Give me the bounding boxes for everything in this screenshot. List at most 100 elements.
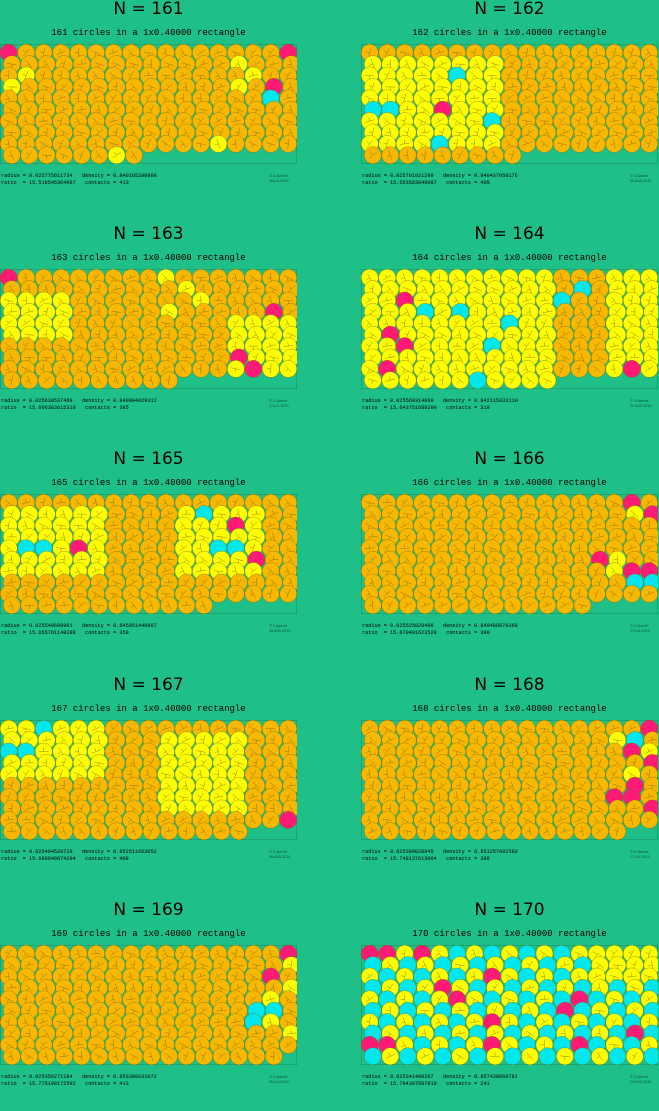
contact-mark	[217, 106, 226, 114]
density-label: density =	[442, 623, 471, 629]
contact-mark	[95, 735, 101, 745]
contact-mark	[200, 1051, 207, 1061]
contact-mark	[91, 342, 101, 347]
contact-mark	[251, 510, 262, 515]
contact-mark	[522, 276, 532, 282]
contact-mark	[365, 366, 374, 373]
contact-mark	[267, 815, 274, 824]
contact-mark	[287, 82, 294, 92]
contact-mark	[74, 973, 83, 980]
contacts-value: 413	[119, 1081, 129, 1087]
packed-circle	[468, 371, 487, 389]
contact-mark	[129, 308, 139, 313]
contact-mark	[147, 375, 153, 385]
contact-mark	[197, 792, 204, 802]
contact-mark	[95, 129, 103, 136]
contact-mark	[21, 727, 31, 733]
contact-mark	[438, 760, 447, 767]
packing-panel: N = 170 170 circles in a 1x0.40000 rectan…	[361, 901, 658, 1111]
contact-mark	[613, 826, 619, 836]
contact-mark	[383, 747, 391, 756]
contact-mark	[43, 60, 50, 69]
contact-mark	[162, 995, 170, 1003]
packing-panel: N = 164 164 circles in a 1x0.40000 rectan…	[361, 225, 658, 435]
contact-mark	[577, 105, 588, 112]
contact-mark	[217, 556, 226, 563]
contact-mark	[266, 589, 272, 599]
contact-mark	[164, 354, 174, 361]
copyright-credit: © E.Specht 05-JUL-2010	[269, 1075, 301, 1085]
contact-mark	[217, 805, 226, 811]
contact-mark	[540, 568, 549, 575]
contact-mark	[109, 1018, 118, 1025]
contact-mark	[145, 1017, 152, 1027]
contact-mark	[420, 1052, 430, 1059]
contact-mark	[526, 804, 534, 813]
contact-mark	[6, 308, 17, 313]
contact-mark	[39, 523, 49, 530]
contact-mark	[164, 1007, 174, 1013]
copyright-credit: © E.Specht 17-JUL-2010	[630, 850, 659, 860]
contact-mark	[130, 285, 138, 293]
contact-mark	[386, 510, 394, 519]
contact-mark	[113, 759, 120, 767]
contact-mark	[400, 816, 409, 824]
contact-mark	[456, 758, 464, 767]
contact-mark	[283, 94, 294, 100]
contact-mark	[249, 49, 257, 57]
contact-mark	[234, 331, 243, 338]
contact-mark	[179, 725, 188, 732]
panel-stats: radius = 0.025549699961 density = 0.8459…	[1, 623, 246, 637]
copyright-date: 08-AUG-2010	[269, 855, 291, 859]
contact-mark	[522, 140, 532, 146]
contact-mark	[630, 353, 640, 358]
contact-mark	[382, 342, 393, 347]
contact-mark	[181, 759, 192, 765]
contact-mark	[78, 150, 84, 160]
contact-mark	[540, 499, 549, 506]
radius-label: radius =	[1, 398, 26, 404]
contact-mark	[7, 554, 13, 565]
contact-mark	[60, 83, 68, 91]
contact-mark	[366, 792, 373, 802]
contact-mark	[130, 826, 136, 836]
contact-mark	[92, 117, 100, 126]
contact-mark	[232, 793, 240, 801]
contact-mark	[41, 109, 52, 114]
contact-mark	[283, 523, 293, 529]
contact-mark	[178, 796, 189, 801]
contact-mark	[249, 589, 256, 599]
panel-subtitle: 164 circles in a 1x0.40000 rectangle	[412, 253, 607, 263]
contact-mark	[180, 589, 187, 598]
radius-value: 0.025525829498	[390, 623, 434, 629]
contact-mark	[39, 93, 45, 104]
contact-mark	[22, 70, 29, 81]
contact-mark	[22, 320, 31, 327]
contact-mark	[59, 106, 69, 112]
contact-mark	[453, 94, 460, 103]
contact-mark	[196, 143, 206, 148]
contact-mark	[127, 49, 135, 57]
contact-mark	[288, 736, 295, 745]
contact-mark	[249, 995, 258, 1003]
contact-mark	[127, 140, 135, 148]
circle-packing	[0, 720, 297, 840]
contact-mark	[183, 106, 190, 114]
contact-mark	[509, 533, 517, 541]
contact-mark	[575, 589, 581, 599]
contact-mark	[231, 117, 241, 122]
copyright-date: 17-JUL-2010	[630, 855, 650, 859]
contact-mark	[470, 543, 476, 554]
contact-mark	[252, 60, 261, 68]
contact-mark	[269, 782, 278, 789]
contacts-value: 389	[480, 856, 490, 862]
contact-mark	[57, 274, 65, 281]
contact-mark	[523, 770, 530, 779]
contact-mark	[60, 826, 67, 836]
contact-mark	[109, 275, 118, 282]
contact-mark	[417, 499, 427, 506]
contact-mark	[8, 285, 15, 294]
contact-mark	[164, 827, 174, 833]
contact-mark	[56, 344, 66, 350]
contact-mark	[436, 995, 443, 1004]
